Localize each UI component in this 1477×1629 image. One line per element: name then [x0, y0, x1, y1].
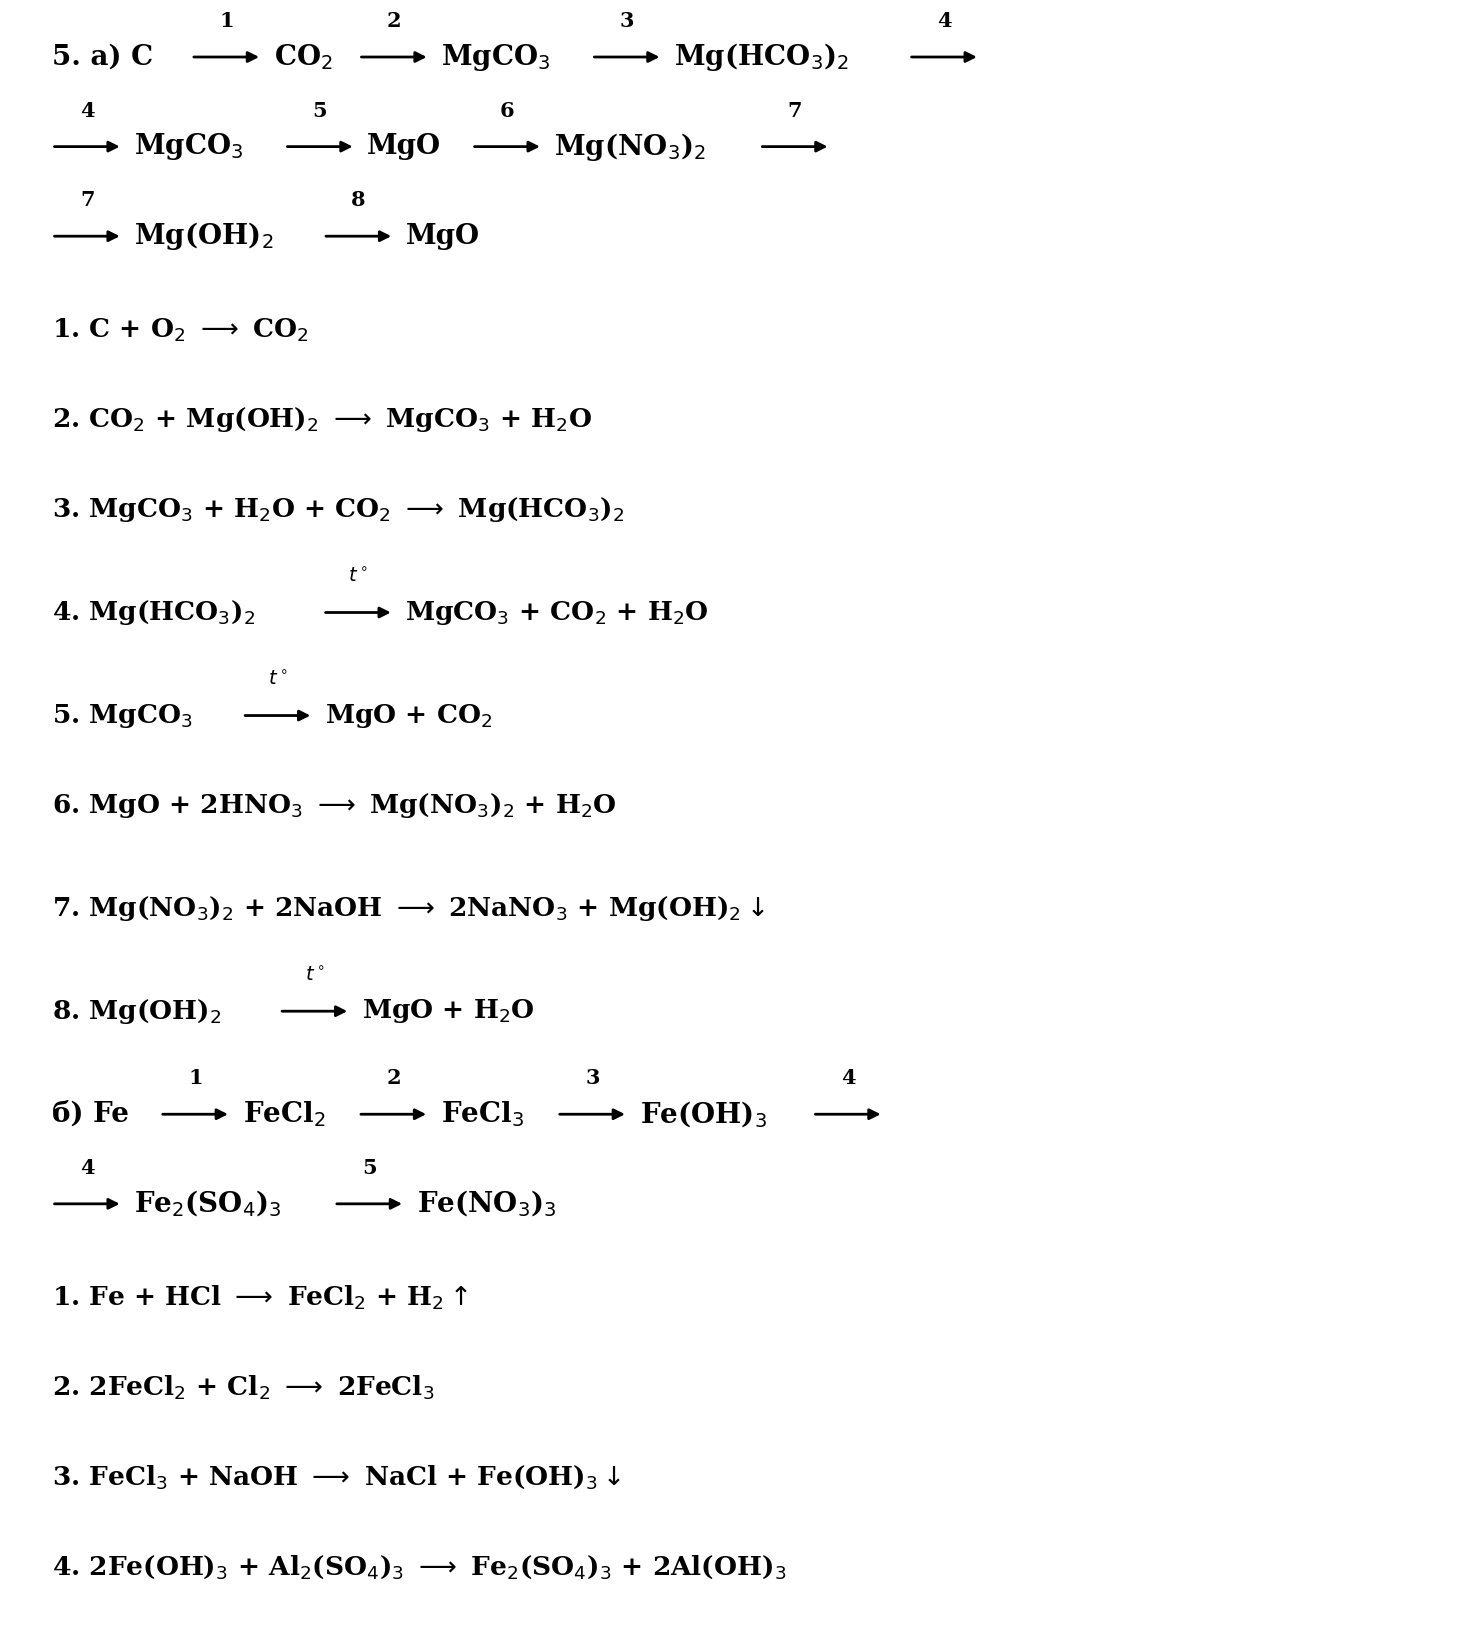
- Text: 4. Mg(HCO$_3$)$_2$: 4. Mg(HCO$_3$)$_2$: [52, 598, 256, 627]
- Text: 8. Mg(OH)$_2$: 8. Mg(OH)$_2$: [52, 997, 222, 1026]
- Text: 7. Mg(NO$_3$)$_2$ + 2NaOH $\longrightarrow$ 2NaNO$_3$ + Mg(OH)$_2\downarrow$: 7. Mg(NO$_3$)$_2$ + 2NaOH $\longrightarr…: [52, 894, 765, 922]
- Text: 3: 3: [620, 11, 634, 31]
- Text: MgCO$_3$: MgCO$_3$: [134, 130, 244, 163]
- Text: $t^\circ$: $t^\circ$: [267, 670, 288, 689]
- Text: 5. a) C: 5. a) C: [52, 44, 152, 70]
- Text: 4: 4: [936, 11, 951, 31]
- Text: Mg(HCO$_3$)$_2$: Mg(HCO$_3$)$_2$: [674, 41, 849, 73]
- Text: 3. MgCO$_3$ + H$_2$O + CO$_2$ $\longrightarrow$ Mg(HCO$_3$)$_2$: 3. MgCO$_3$ + H$_2$O + CO$_2$ $\longrigh…: [52, 495, 625, 525]
- Text: 6: 6: [499, 101, 514, 121]
- Text: 4. 2Fe(OH)$_3$ + Al$_2$(SO$_4$)$_3$ $\longrightarrow$ Fe$_2$(SO$_4$)$_3$ + 2Al(O: 4. 2Fe(OH)$_3$ + Al$_2$(SO$_4$)$_3$ $\lo…: [52, 1552, 786, 1580]
- Text: MgO: MgO: [406, 223, 480, 249]
- Text: MgO: MgO: [368, 134, 442, 160]
- Text: Mg(OH)$_2$: Mg(OH)$_2$: [134, 220, 273, 252]
- Text: Fe$_2$(SO$_4$)$_3$: Fe$_2$(SO$_4$)$_3$: [134, 1189, 282, 1218]
- Text: MgCO$_3$ + CO$_2$ + H$_2$O: MgCO$_3$ + CO$_2$ + H$_2$O: [406, 598, 709, 627]
- Text: 7: 7: [80, 191, 95, 210]
- Text: FeCl$_2$: FeCl$_2$: [242, 1100, 325, 1129]
- Text: FeCl$_3$: FeCl$_3$: [440, 1100, 524, 1129]
- Text: Fe(OH)$_3$: Fe(OH)$_3$: [640, 1100, 767, 1129]
- Text: MgCO$_3$: MgCO$_3$: [442, 41, 551, 73]
- Text: $t^\circ$: $t^\circ$: [349, 567, 368, 586]
- Text: MgO + CO$_2$: MgO + CO$_2$: [325, 702, 492, 730]
- Text: 5: 5: [362, 1158, 377, 1178]
- Text: CO$_2$: CO$_2$: [273, 42, 332, 72]
- Text: 5: 5: [313, 101, 328, 121]
- Text: 4: 4: [840, 1069, 855, 1088]
- Text: $t^\circ$: $t^\circ$: [304, 966, 325, 986]
- Text: 2. CO$_2$ + Mg(OH)$_2$ $\longrightarrow$ MgCO$_3$ + H$_2$O: 2. CO$_2$ + Mg(OH)$_2$ $\longrightarrow$…: [52, 406, 592, 435]
- Text: б) Fe: б) Fe: [52, 1101, 128, 1127]
- Text: 1: 1: [188, 1069, 202, 1088]
- Text: Fe(NO$_3$)$_3$: Fe(NO$_3$)$_3$: [417, 1189, 557, 1218]
- Text: 2: 2: [387, 1069, 400, 1088]
- Text: 1. C + O$_2$ $\longrightarrow$ CO$_2$: 1. C + O$_2$ $\longrightarrow$ CO$_2$: [52, 316, 309, 344]
- Text: 5. MgCO$_3$: 5. MgCO$_3$: [52, 702, 192, 730]
- Text: Mg(NO$_3$)$_2$: Mg(NO$_3$)$_2$: [554, 130, 706, 163]
- Text: 3: 3: [585, 1069, 600, 1088]
- Text: 4: 4: [80, 101, 95, 121]
- Text: 4: 4: [80, 1158, 95, 1178]
- Text: 1. Fe + HCl $\longrightarrow$ FeCl$_2$ + H$_2\uparrow$: 1. Fe + HCl $\longrightarrow$ FeCl$_2$ +…: [52, 1284, 468, 1311]
- Text: 8: 8: [352, 191, 366, 210]
- Text: 6. MgO + 2HNO$_3$ $\longrightarrow$ Mg(NO$_3$)$_2$ + H$_2$O: 6. MgO + 2HNO$_3$ $\longrightarrow$ Mg(N…: [52, 790, 616, 819]
- Text: 2. 2FeCl$_2$ + Cl$_2$ $\longrightarrow$ 2FeCl$_3$: 2. 2FeCl$_2$ + Cl$_2$ $\longrightarrow$ …: [52, 1373, 434, 1401]
- Text: 1: 1: [219, 11, 233, 31]
- Text: 2: 2: [387, 11, 402, 31]
- Text: 3. FeCl$_3$ + NaOH $\longrightarrow$ NaCl + Fe(OH)$_3\downarrow$: 3. FeCl$_3$ + NaOH $\longrightarrow$ NaC…: [52, 1463, 622, 1491]
- Text: 7: 7: [787, 101, 802, 121]
- Text: MgO + H$_2$O: MgO + H$_2$O: [362, 997, 535, 1025]
